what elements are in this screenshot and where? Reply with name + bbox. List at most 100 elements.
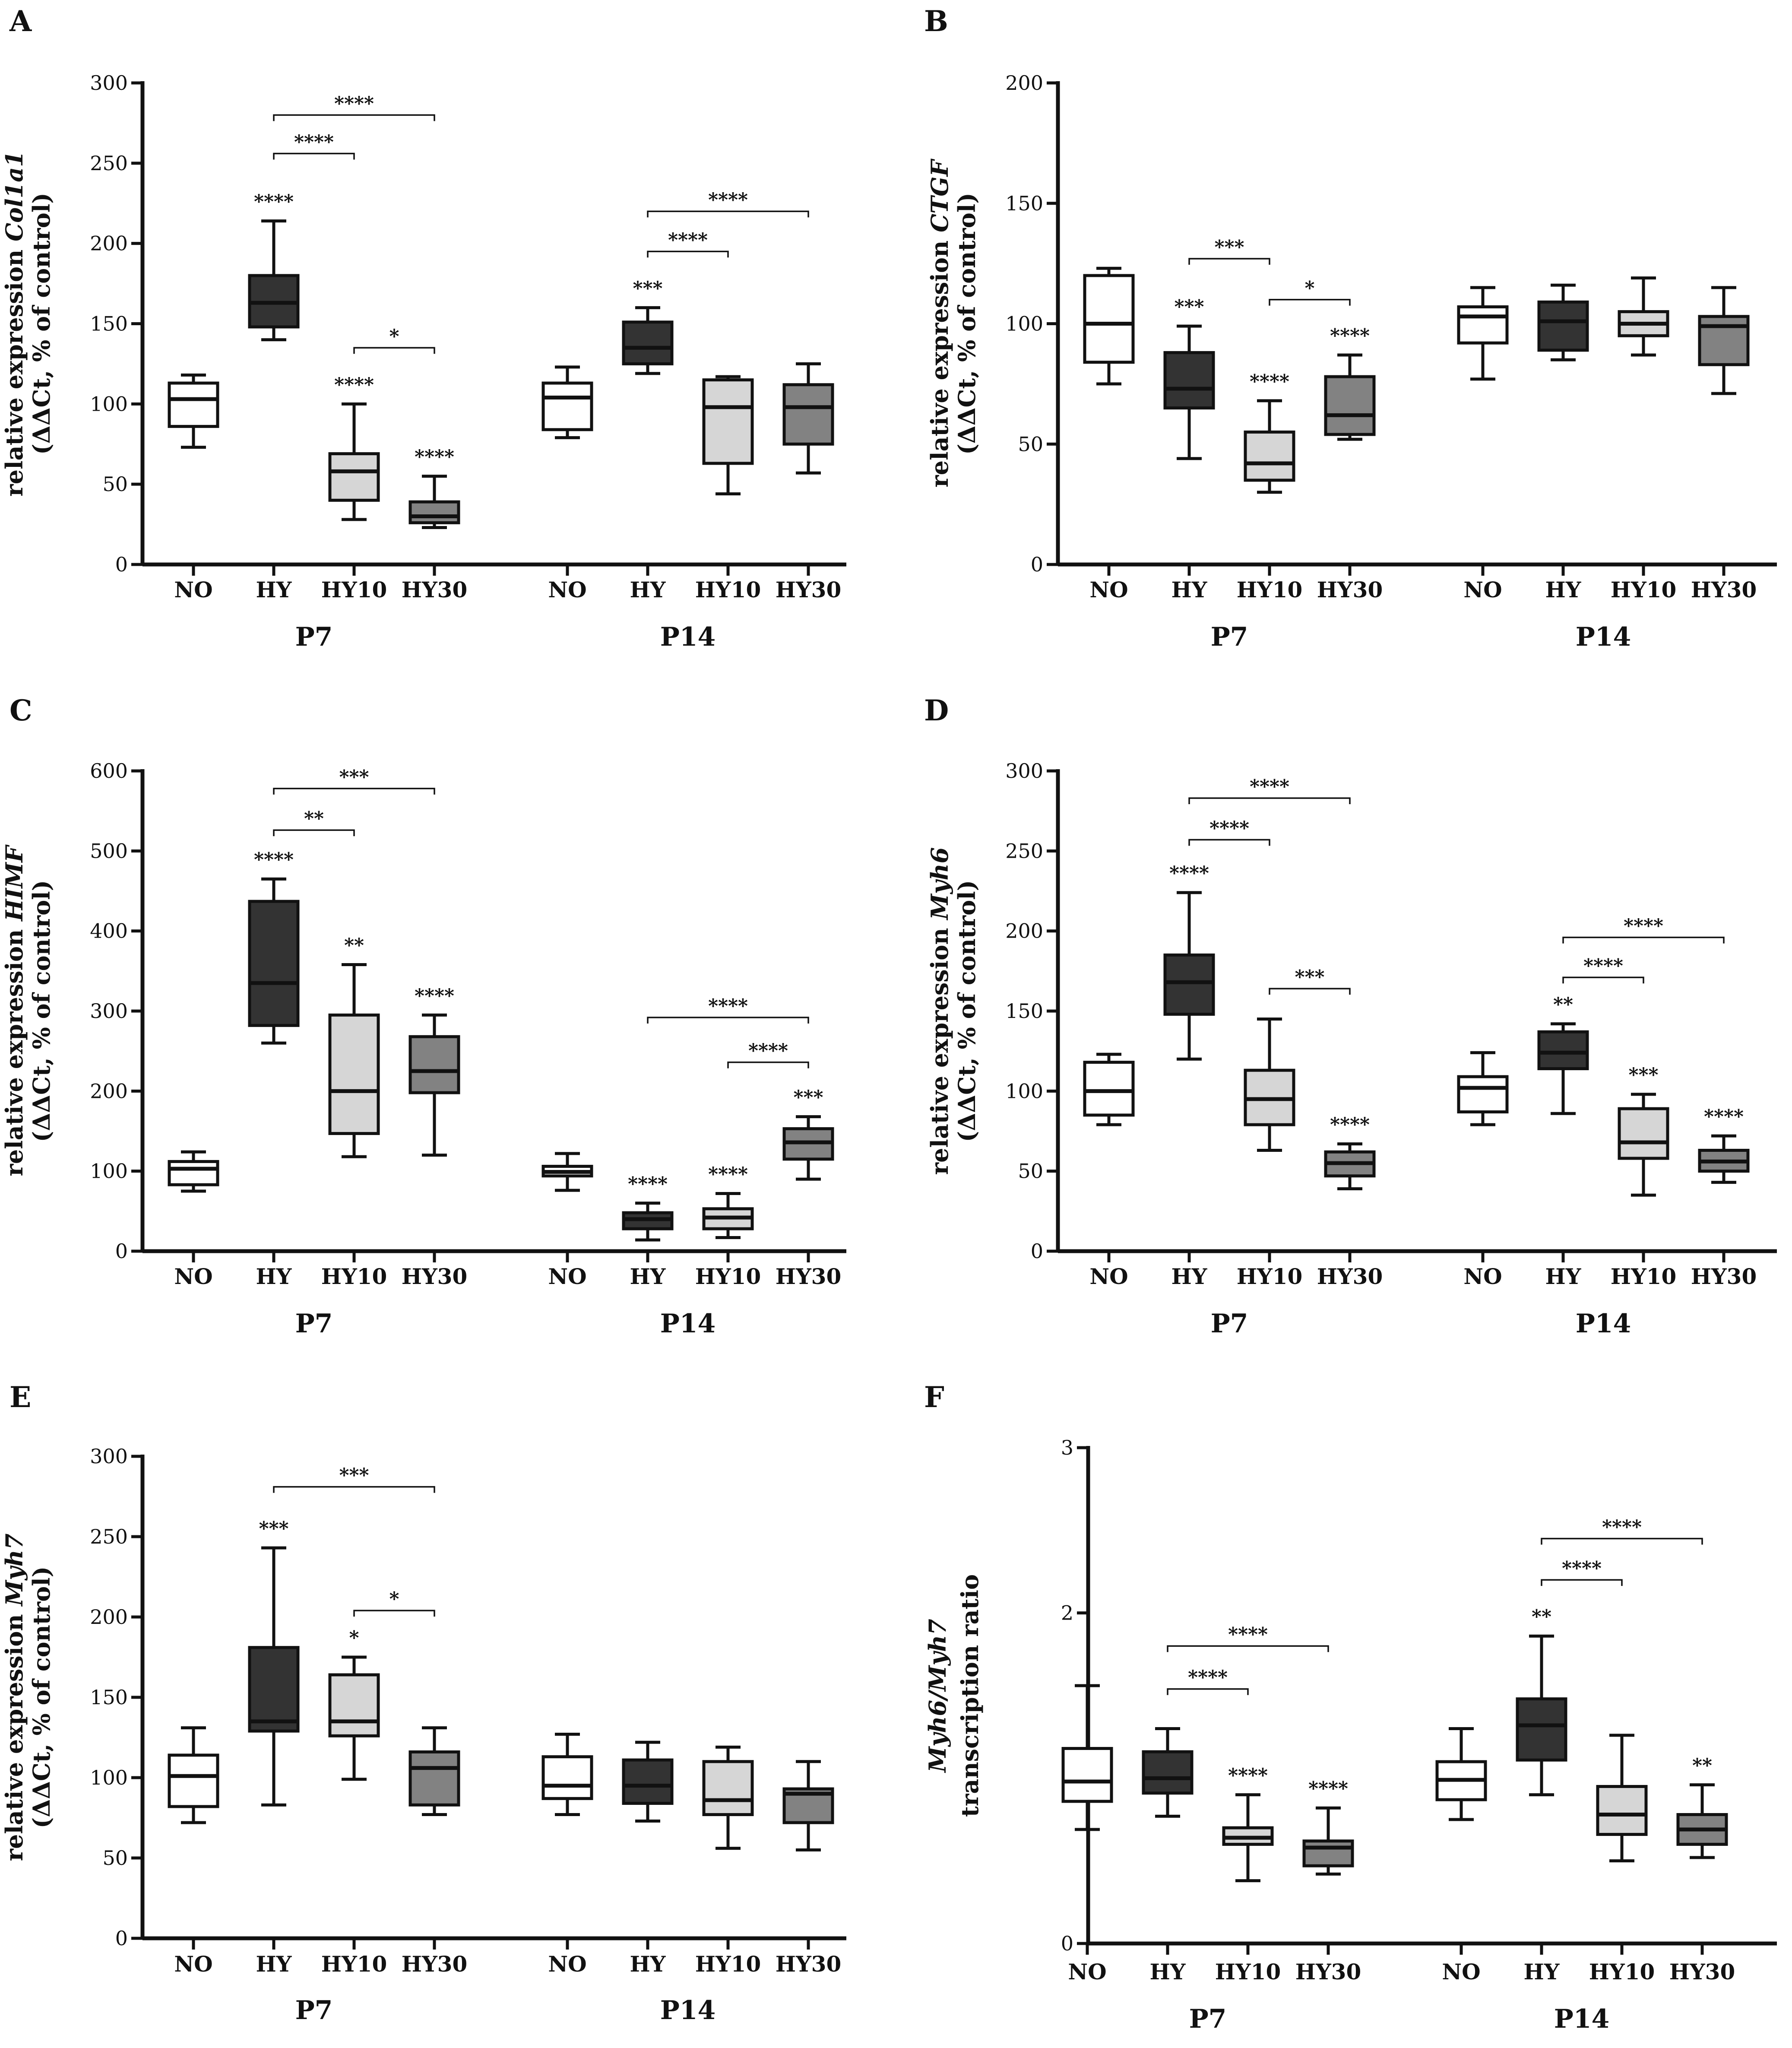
y-tick-label: 0 bbox=[115, 553, 128, 576]
panel-letter: C bbox=[9, 694, 32, 727]
bracket-label: **** bbox=[1209, 817, 1249, 839]
box-iqr bbox=[408, 1750, 460, 1807]
box-iqr bbox=[328, 1673, 380, 1737]
box-iqr bbox=[541, 381, 593, 431]
x-category-label: HY bbox=[630, 1264, 666, 1289]
y-tick-label: 100 bbox=[90, 392, 128, 415]
box-p14-no bbox=[541, 1152, 593, 1192]
y-tick-label: 50 bbox=[1018, 432, 1043, 456]
y-tick-label: 200 bbox=[1005, 71, 1043, 95]
box-p14-hy bbox=[1537, 283, 1589, 361]
box-p14-hy10 bbox=[1596, 1734, 1648, 1863]
box-p14-hy30: ** bbox=[1676, 1755, 1728, 1859]
panel-letter: D bbox=[924, 694, 949, 727]
box-iqr bbox=[1596, 1785, 1648, 1836]
y-tick-label: 100 bbox=[1005, 312, 1043, 336]
box-iqr bbox=[622, 1758, 674, 1805]
significance-label: ** bbox=[1692, 1755, 1712, 1777]
box-p7-hy10: **** bbox=[1244, 371, 1295, 494]
box-p7-hy bbox=[1142, 1727, 1194, 1818]
y-tick-label: 600 bbox=[90, 759, 128, 783]
y-tick-label: 0 bbox=[1031, 1240, 1043, 1263]
bracket-label: **** bbox=[334, 92, 374, 114]
panel-e: E 0 50 100 150 200 250 300 relative expression M… bbox=[0, 1380, 846, 2026]
y-axis-label-prefix: relative expression bbox=[926, 920, 953, 1175]
box-p14-hy30: **** bbox=[1698, 1106, 1750, 1184]
box-p7-hy30: **** bbox=[408, 985, 460, 1157]
y-tick-label: 150 bbox=[90, 1686, 128, 1709]
comparison-bracket: *** bbox=[273, 1465, 435, 1493]
x-category-label: HY30 bbox=[776, 1264, 842, 1289]
comparison-bracket: **** bbox=[647, 229, 729, 258]
x-category-label: HY bbox=[630, 577, 666, 602]
period-label: P14 bbox=[660, 1995, 716, 2026]
period-label: P14 bbox=[1576, 1309, 1631, 1339]
bracket-label: **** bbox=[1250, 776, 1289, 798]
x-category-label: HY30 bbox=[402, 577, 468, 602]
comparison-bracket: **** bbox=[647, 189, 809, 218]
bracket-line bbox=[353, 1610, 435, 1617]
comparison-bracket: * bbox=[1269, 277, 1351, 306]
box-p14-hy10 bbox=[1618, 276, 1669, 357]
significance-label: **** bbox=[334, 374, 374, 396]
x-category-label: HY10 bbox=[1611, 577, 1677, 602]
significance-label: *** bbox=[633, 277, 662, 299]
x-category-label: HY30 bbox=[1317, 1264, 1383, 1289]
significance-label: **** bbox=[1330, 1114, 1370, 1136]
box-p14-no bbox=[541, 365, 593, 439]
bracket-label: ** bbox=[304, 808, 324, 830]
y-tick-label: 150 bbox=[90, 312, 128, 336]
bracket-label: * bbox=[1304, 277, 1314, 299]
y-tick-label: 100 bbox=[1005, 1079, 1043, 1103]
significance-label: *** bbox=[259, 1518, 288, 1540]
bracket-label: *** bbox=[1295, 966, 1324, 988]
box-p14-hy10 bbox=[702, 1745, 754, 1850]
bracket-line bbox=[727, 1061, 809, 1068]
x-category-label: HY bbox=[256, 1951, 292, 1977]
significance-label: **** bbox=[708, 1163, 748, 1186]
bracket-line bbox=[1269, 299, 1351, 306]
bracket-line bbox=[1167, 1645, 1329, 1652]
y-axis-label-gene: Myh7 bbox=[0, 1534, 28, 1607]
bracket-line bbox=[1541, 1538, 1703, 1545]
box-iqr bbox=[408, 1035, 460, 1094]
y-tick-label: 150 bbox=[1005, 192, 1043, 215]
significance-label: *** bbox=[1174, 296, 1204, 318]
box-p7-no bbox=[168, 1726, 219, 1824]
y-axis-label-gene: Myh6 bbox=[926, 847, 953, 921]
x-category-label: HY10 bbox=[1611, 1264, 1677, 1289]
significance-label: *** bbox=[1628, 1064, 1658, 1086]
box-iqr bbox=[1244, 430, 1295, 482]
box-p14-hy: ** bbox=[1516, 1606, 1567, 1797]
box-iqr bbox=[1516, 1697, 1567, 1762]
y-axis-label-gene: HIMF bbox=[0, 844, 28, 922]
x-category-label: NO bbox=[1463, 1264, 1502, 1289]
x-category-label: HY30 bbox=[1317, 577, 1383, 602]
box-iqr bbox=[408, 500, 460, 524]
x-category-label: HY bbox=[256, 577, 292, 602]
y-axis-label-prefix: relative expression bbox=[0, 921, 28, 1176]
x-category-label: HY bbox=[630, 1951, 666, 1977]
y-axis-label-main: relative expression HIMF bbox=[0, 844, 28, 1176]
y-tick-label: 200 bbox=[90, 1079, 128, 1103]
box-p7-hy10: **** bbox=[1222, 1765, 1274, 1883]
box-p14-hy30 bbox=[1698, 286, 1750, 395]
box-iqr bbox=[1302, 1839, 1354, 1867]
y-axis-label-sub: (ΔΔCt, % of control) bbox=[28, 1566, 55, 1829]
box-p7-hy: **** bbox=[248, 849, 300, 1045]
box-iqr bbox=[1618, 1107, 1669, 1160]
x-category-label: NO bbox=[1463, 577, 1502, 602]
x-category-label: HY30 bbox=[1669, 1959, 1735, 1985]
x-category-label: HY bbox=[1524, 1959, 1560, 1985]
box-p14-hy30 bbox=[782, 1760, 834, 1851]
box-p7-hy: **** bbox=[248, 191, 300, 342]
comparison-bracket: **** bbox=[1541, 1557, 1623, 1586]
bracket-label: **** bbox=[1624, 915, 1663, 937]
y-tick-label: 50 bbox=[1018, 1160, 1043, 1183]
significance-label: *** bbox=[793, 1087, 823, 1109]
significance-label: ** bbox=[344, 935, 364, 957]
significance-label: **** bbox=[1169, 862, 1209, 885]
y-axis-label-sub: (ΔΔCt, % of control) bbox=[28, 193, 55, 455]
x-category-label: HY10 bbox=[695, 1951, 761, 1977]
y-tick-label: 2 bbox=[1061, 1601, 1073, 1625]
